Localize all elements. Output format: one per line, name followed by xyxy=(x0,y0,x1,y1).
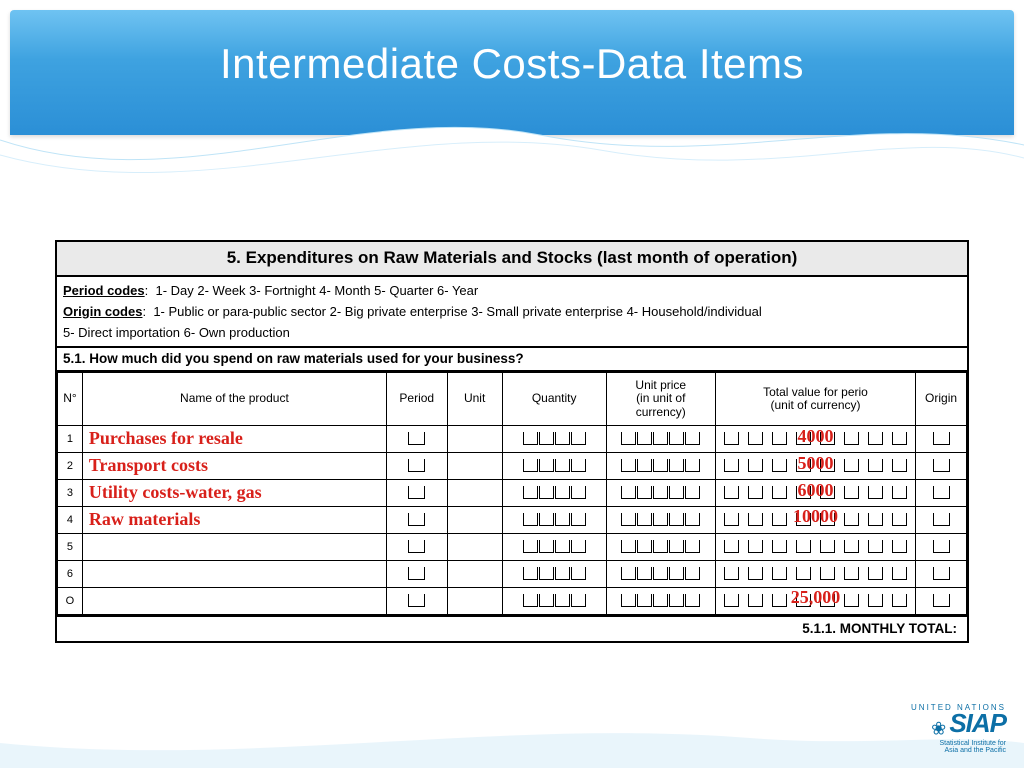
cell-origin xyxy=(916,507,967,534)
cell-quantity xyxy=(502,534,606,561)
cell-name: Transport costs xyxy=(82,453,386,480)
table-row: 2 Transport costs 5000 xyxy=(58,453,967,480)
col-quantity: Quantity xyxy=(502,373,606,426)
cell-total-value: 4000 xyxy=(715,426,915,453)
col-period: Period xyxy=(386,373,447,426)
title-banner: Intermediate Costs-Data Items xyxy=(0,0,1024,190)
cell-unit-price xyxy=(606,426,715,453)
handwritten-name: Raw materials xyxy=(89,509,200,530)
row-number: O xyxy=(58,588,83,615)
table-header-row: N° Name of the product Period Unit Quant… xyxy=(58,373,967,426)
cell-unit-price xyxy=(606,453,715,480)
row-number: 4 xyxy=(58,507,83,534)
cell-name: Raw materials xyxy=(82,507,386,534)
cell-origin xyxy=(916,426,967,453)
cell-total-value: 5000 xyxy=(715,453,915,480)
cell-unit-price xyxy=(606,480,715,507)
logo-main: SIAP xyxy=(949,708,1006,738)
data-entry-table: N° Name of the product Period Unit Quant… xyxy=(57,372,967,615)
cell-unit-price xyxy=(606,507,715,534)
cell-quantity xyxy=(502,561,606,588)
table-row: 5 xyxy=(58,534,967,561)
table-row: O 25,000 xyxy=(58,588,967,615)
banner-wave xyxy=(0,100,1024,210)
row-number: 1 xyxy=(58,426,83,453)
table-row: 1 Purchases for resale 4000 xyxy=(58,426,967,453)
cell-origin xyxy=(916,588,967,615)
footer-wave xyxy=(0,713,1024,768)
cell-period xyxy=(386,561,447,588)
cell-total-value xyxy=(715,561,915,588)
col-unit: Unit xyxy=(447,373,502,426)
siap-logo: UNITED NATIONS ❀ SIAP Statistical Instit… xyxy=(911,701,1006,754)
row-number: 2 xyxy=(58,453,83,480)
logo-globe-icon: ❀ xyxy=(931,719,946,739)
cell-name xyxy=(82,534,386,561)
codes-block: Period codes: 1- Day 2- Week 3- Fortnigh… xyxy=(57,277,967,348)
cell-origin xyxy=(916,453,967,480)
origin-codes-line1: Origin codes: 1- Public or para-public s… xyxy=(63,302,961,323)
cell-unit xyxy=(447,588,502,615)
table-row: 6 xyxy=(58,561,967,588)
origin-codes-label: Origin codes xyxy=(63,304,142,319)
cell-unit xyxy=(447,426,502,453)
table-row: 4 Raw materials 10000 xyxy=(58,507,967,534)
cell-unit xyxy=(447,561,502,588)
logo-sub: Statistical Institute for Asia and the P… xyxy=(911,740,1006,754)
period-codes-line: Period codes: 1- Day 2- Week 3- Fortnigh… xyxy=(63,281,961,302)
expenditures-form: 5. Expenditures on Raw Materials and Sto… xyxy=(55,240,969,643)
monthly-total-label: 5.1.1. MONTHLY TOTAL: xyxy=(57,615,967,641)
col-no: N° xyxy=(58,373,83,426)
cell-quantity xyxy=(502,480,606,507)
handwritten-name: Transport costs xyxy=(89,455,208,476)
cell-period xyxy=(386,480,447,507)
cell-period xyxy=(386,534,447,561)
cell-quantity xyxy=(502,507,606,534)
period-codes-label: Period codes xyxy=(63,283,145,298)
section-header: 5. Expenditures on Raw Materials and Sto… xyxy=(57,242,967,277)
cell-unit-price xyxy=(606,588,715,615)
cell-unit xyxy=(447,453,502,480)
period-codes-values: 1- Day 2- Week 3- Fortnight 4- Month 5- … xyxy=(155,283,478,298)
cell-period xyxy=(386,453,447,480)
cell-origin xyxy=(916,534,967,561)
cell-quantity xyxy=(502,426,606,453)
cell-period xyxy=(386,507,447,534)
slide-title: Intermediate Costs-Data Items xyxy=(0,0,1024,88)
col-total: Total value for perio (unit of currency) xyxy=(715,373,915,426)
cell-unit xyxy=(447,534,502,561)
row-number: 6 xyxy=(58,561,83,588)
cell-unit xyxy=(447,507,502,534)
cell-origin xyxy=(916,561,967,588)
cell-origin xyxy=(916,480,967,507)
col-origin: Origin xyxy=(916,373,967,426)
cell-unit-price xyxy=(606,561,715,588)
cell-quantity xyxy=(502,588,606,615)
cell-name: Utility costs-water, gas xyxy=(82,480,386,507)
cell-unit xyxy=(447,480,502,507)
question-5-1: 5.1. How much did you spend on raw mater… xyxy=(57,348,967,372)
cell-total-value: 10000 xyxy=(715,507,915,534)
col-name: Name of the product xyxy=(82,373,386,426)
handwritten-name: Purchases for resale xyxy=(89,428,243,449)
cell-total-value xyxy=(715,534,915,561)
cell-name: Purchases for resale xyxy=(82,426,386,453)
handwritten-name: Utility costs-water, gas xyxy=(89,482,262,503)
cell-unit-price xyxy=(606,534,715,561)
row-number: 3 xyxy=(58,480,83,507)
origin-codes-line2: 5- Direct importation 6- Own production xyxy=(63,323,961,344)
cell-total-value: 6000 xyxy=(715,480,915,507)
cell-name xyxy=(82,561,386,588)
cell-total-value: 25,000 xyxy=(715,588,915,615)
cell-period xyxy=(386,588,447,615)
cell-quantity xyxy=(502,453,606,480)
origin-codes-values-1: 1- Public or para-public sector 2- Big p… xyxy=(153,304,761,319)
col-unit-price: Unit price (in unit of currency) xyxy=(606,373,715,426)
row-number: 5 xyxy=(58,534,83,561)
table-row: 3 Utility costs-water, gas 6000 xyxy=(58,480,967,507)
cell-period xyxy=(386,426,447,453)
cell-name xyxy=(82,588,386,615)
